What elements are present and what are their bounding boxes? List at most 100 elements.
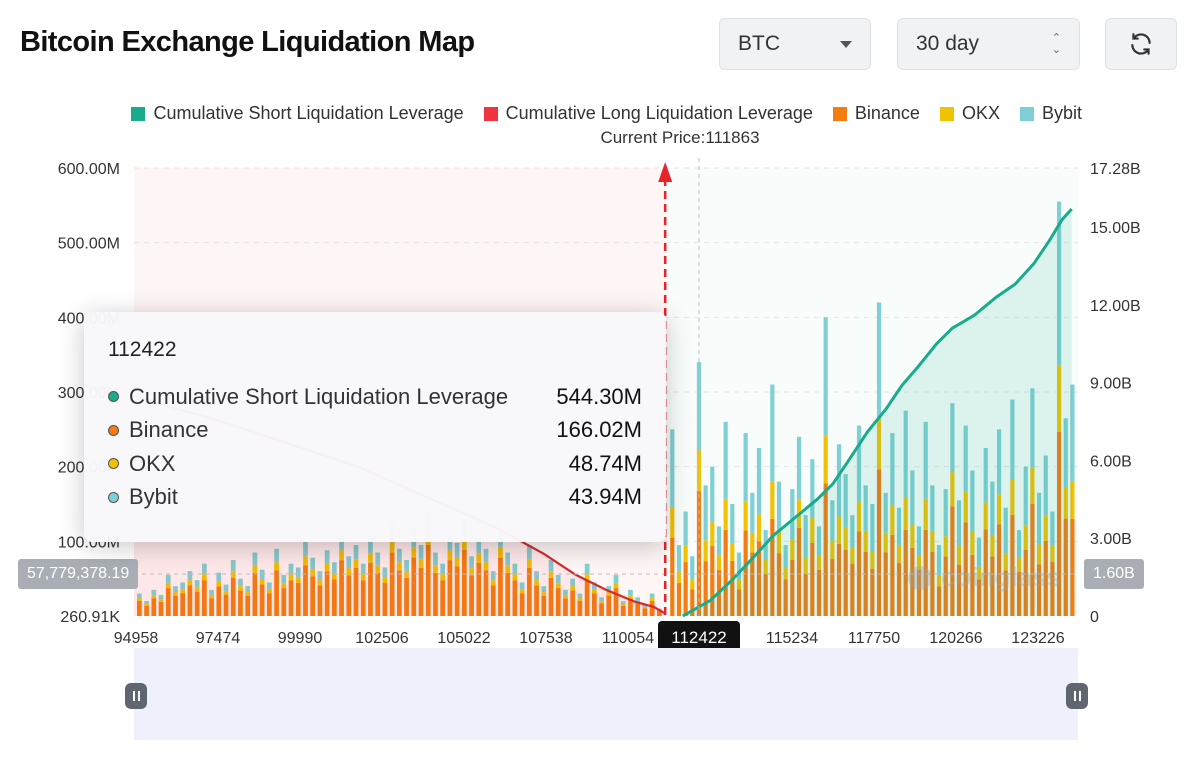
- legend-item[interactable]: Cumulative Long Liquidation Leverage: [483, 103, 813, 124]
- x-tick-label: 97474: [196, 630, 241, 647]
- okx-bar: [469, 568, 474, 576]
- tooltip-label: Binance: [129, 417, 209, 443]
- bybit-bar: [1010, 399, 1015, 481]
- okx-bar: [1043, 515, 1048, 541]
- x-tick-label: 105022: [437, 630, 490, 647]
- okx-bar: [649, 598, 655, 601]
- slider-handle-left[interactable]: [125, 683, 147, 709]
- okx-bar: [843, 526, 848, 550]
- y-left-min-label: 260.91K: [60, 609, 120, 626]
- binance-bar: [274, 570, 279, 616]
- okx-bar: [716, 555, 722, 570]
- binance-bar: [710, 546, 715, 616]
- okx-bar: [151, 595, 157, 599]
- okx-bar: [396, 562, 402, 571]
- bybit-bar: [930, 485, 935, 531]
- okx-bar: [743, 501, 748, 531]
- bybit-bar: [1003, 507, 1008, 554]
- binance-bar: [1070, 518, 1075, 616]
- binance-bar: [983, 529, 988, 616]
- binance-bar: [1003, 570, 1008, 616]
- binance-bar: [346, 575, 352, 616]
- binance-bar: [201, 580, 207, 616]
- bybit-bar: [723, 421, 728, 499]
- binance-bar: [830, 559, 835, 616]
- binance-bar: [577, 600, 583, 616]
- bybit-bar: [816, 526, 822, 556]
- binance-bar: [440, 580, 446, 616]
- binance-bar: [599, 603, 604, 616]
- legend-item[interactable]: Cumulative Short Liquidation Leverage: [131, 103, 464, 124]
- bybit-bar: [216, 572, 222, 582]
- okx-bar: [599, 601, 604, 604]
- okx-bar: [910, 524, 915, 548]
- binance-bar: [382, 582, 388, 616]
- bybit-bar: [274, 548, 279, 563]
- binance-bar: [606, 595, 612, 616]
- bybit-bar: [266, 582, 272, 590]
- cumulative-short-line: [682, 207, 1073, 618]
- binance-bar: [690, 589, 695, 616]
- bybit-bar: [534, 571, 539, 581]
- bybit-bar: [990, 481, 995, 535]
- bybit-bar: [173, 586, 178, 593]
- okx-bar: [730, 542, 735, 561]
- refresh-button[interactable]: [1105, 18, 1177, 70]
- x-tick-label: 107538: [519, 630, 572, 647]
- binance-bar: [863, 551, 868, 616]
- binance-bar: [389, 552, 395, 616]
- bybit-bar: [577, 593, 583, 599]
- bybit-bar: [505, 552, 511, 566]
- bybit-bar: [703, 485, 708, 541]
- bybit-bar: [201, 563, 207, 575]
- bybit-bar: [1043, 455, 1048, 516]
- okx-bar: [943, 536, 948, 557]
- period-select[interactable]: 30 day ⌃ ⌄: [897, 18, 1080, 70]
- okx-bar: [317, 580, 323, 586]
- okx-bar: [816, 555, 822, 570]
- binance-bar: [676, 582, 682, 616]
- bybit-bar: [295, 567, 301, 578]
- okx-bar: [896, 545, 902, 563]
- okx-bar: [165, 583, 171, 589]
- refresh-icon: [1131, 33, 1151, 55]
- legend-item[interactable]: Binance: [832, 103, 920, 124]
- bybit-bar: [418, 545, 424, 560]
- okx-bar: [526, 559, 532, 568]
- bybit-bar: [628, 589, 633, 596]
- binance-bar: [288, 580, 294, 616]
- bybit-bar: [883, 492, 888, 533]
- okx-bar: [194, 587, 200, 592]
- bybit-bar: [230, 560, 236, 572]
- okx-bar: [230, 571, 236, 578]
- binance-bar: [353, 567, 359, 616]
- okx-bar: [411, 547, 417, 558]
- legend-item[interactable]: Bybit: [1019, 103, 1082, 124]
- okx-bar: [201, 574, 207, 581]
- binance-bar: [1056, 432, 1062, 616]
- binance-bar: [770, 518, 775, 616]
- coin-select[interactable]: BTC: [719, 18, 871, 70]
- legend-item[interactable]: OKX: [939, 103, 1000, 124]
- bybit-bar: [375, 552, 381, 566]
- binance-bar: [950, 506, 955, 616]
- binance-bar: [936, 586, 942, 616]
- x-tick-label: 123226: [1011, 630, 1064, 647]
- range-slider[interactable]: [134, 648, 1078, 740]
- bybit-bar: [976, 537, 982, 567]
- okx-bar: [950, 472, 955, 507]
- okx-bar: [295, 577, 301, 583]
- binance-bar: [990, 556, 995, 616]
- okx-bar: [252, 565, 258, 573]
- slider-handle-right[interactable]: [1066, 683, 1088, 709]
- okx-bar: [756, 514, 762, 542]
- bybit-bar: [1070, 384, 1075, 482]
- bybit-bar: [620, 601, 626, 605]
- bybit-bar: [360, 563, 366, 575]
- legend-label: Bybit: [1041, 103, 1082, 123]
- binance-bar: [295, 582, 301, 616]
- bybit-bar: [165, 574, 171, 584]
- binance-bar: [433, 572, 438, 616]
- binance-bar: [310, 576, 316, 616]
- okx-bar: [856, 500, 862, 532]
